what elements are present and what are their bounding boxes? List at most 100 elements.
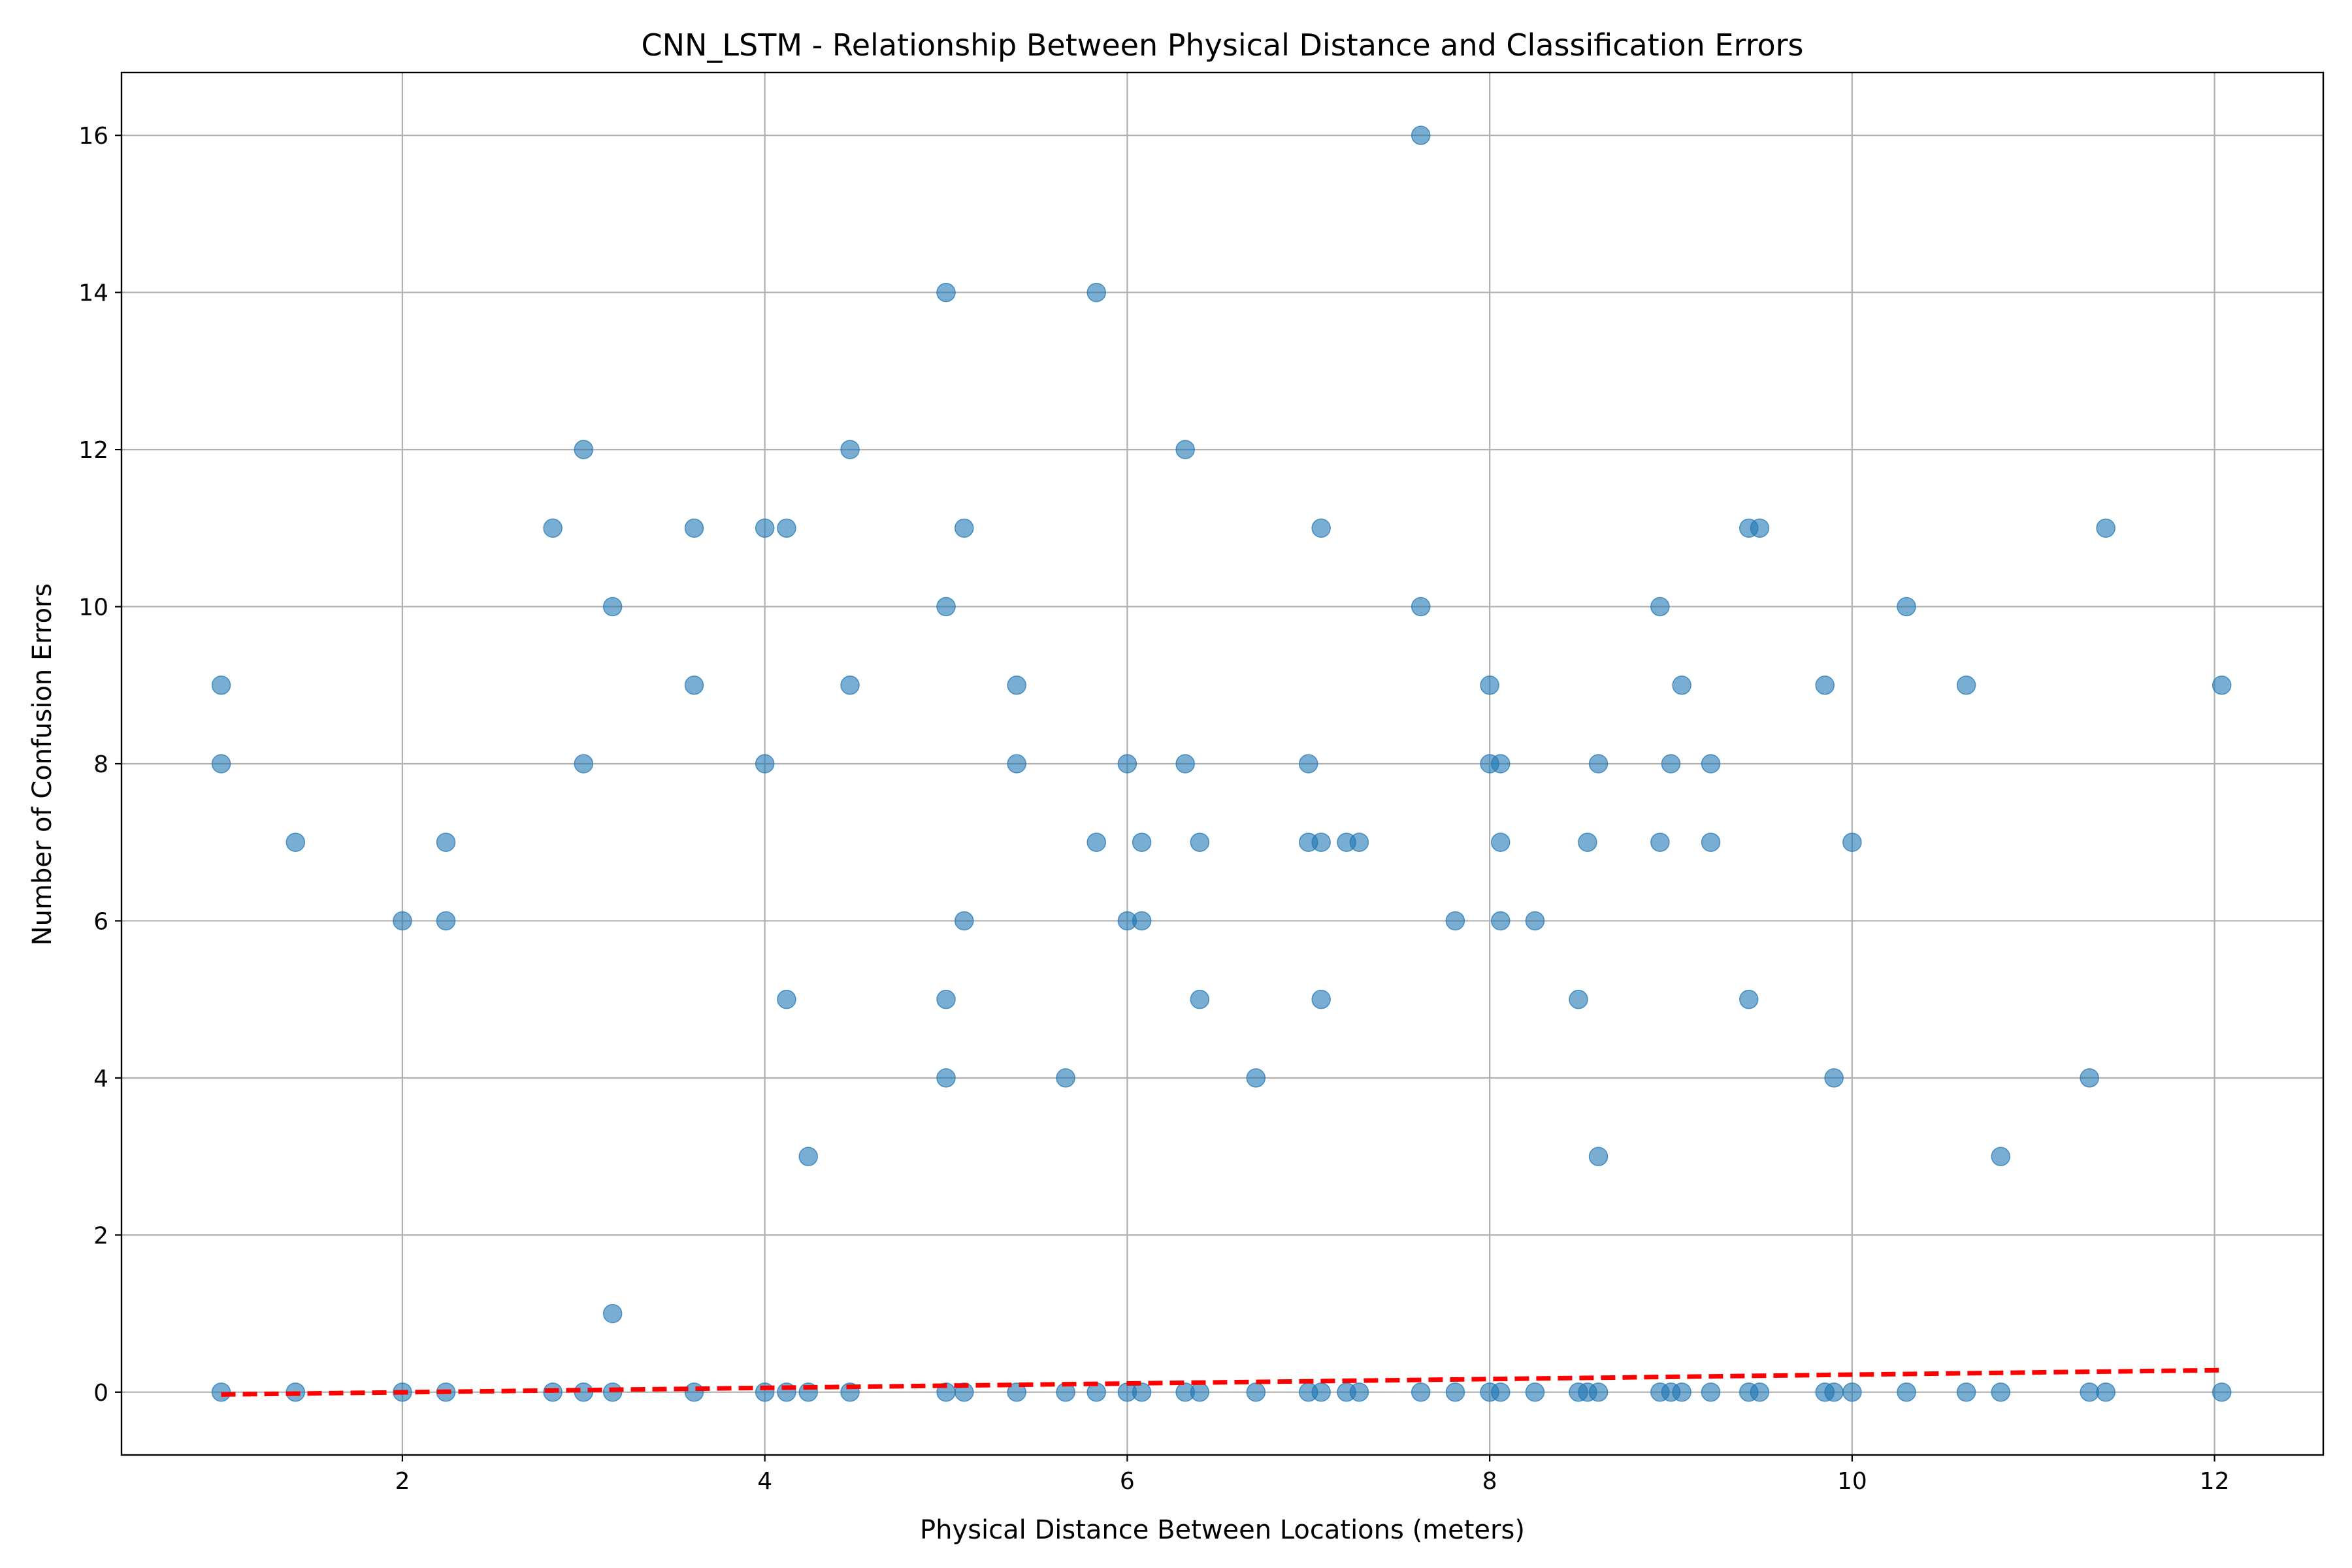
data-point <box>1311 832 1331 852</box>
data-point <box>955 911 974 931</box>
data-point <box>684 676 704 695</box>
data-point <box>211 676 231 695</box>
data-point <box>1672 676 1691 695</box>
data-point <box>1311 989 1331 1009</box>
data-point <box>1661 754 1681 774</box>
data-point <box>1750 1382 1770 1402</box>
grid-layer <box>122 73 2323 1455</box>
data-point <box>1588 1147 1609 1166</box>
data-point <box>955 518 974 538</box>
data-point <box>1007 754 1026 774</box>
data-point <box>1991 1147 2011 1166</box>
x-axis-label: Physical Distance Between Locations (met… <box>920 1515 1525 1545</box>
data-point <box>684 518 704 538</box>
data-point <box>1569 989 1588 1009</box>
data-point <box>1298 754 1318 774</box>
data-point <box>1086 282 1106 302</box>
data-point <box>1007 1382 1026 1402</box>
data-point <box>602 1382 623 1402</box>
data-point <box>1525 1382 1545 1402</box>
ticks-layer: 2 4 6 8 10 12 0 2 4 6 8 10 12 14 16 <box>78 123 2229 1495</box>
data-point <box>602 1303 623 1324</box>
data-point <box>1991 1382 2011 1402</box>
y-axis-label: Number of Confusion Errors <box>27 583 57 946</box>
data-point <box>1007 676 1026 695</box>
data-point <box>1672 1382 1691 1402</box>
data-point <box>840 676 860 695</box>
data-point <box>1956 676 1976 695</box>
data-point <box>1190 989 1210 1009</box>
data-point <box>602 596 623 617</box>
x-tick-label: 8 <box>1482 1468 1497 1495</box>
x-tick-label: 12 <box>2200 1468 2230 1495</box>
data-point <box>1175 754 1195 774</box>
data-point <box>543 518 563 538</box>
data-point <box>936 596 956 617</box>
data-point <box>1117 754 1137 774</box>
data-point <box>1956 1382 1976 1402</box>
data-point <box>211 754 231 774</box>
data-point <box>684 1382 704 1402</box>
data-point <box>1349 1382 1369 1402</box>
data-point <box>777 518 796 538</box>
data-point <box>1739 989 1759 1009</box>
data-point <box>1842 832 1862 852</box>
data-point <box>1311 1382 1331 1402</box>
trend-layer <box>221 1367 2222 1397</box>
data-point <box>840 440 860 459</box>
data-point <box>1588 1382 1609 1402</box>
data-point <box>436 911 456 931</box>
data-point <box>1491 754 1511 774</box>
data-point <box>1578 832 1597 852</box>
data-point <box>1701 832 1721 852</box>
data-point <box>1525 911 1545 931</box>
data-point <box>936 989 956 1009</box>
chart-title: CNN_LSTM - Relationship Between Physical… <box>641 27 1803 63</box>
data-point <box>1132 911 1152 931</box>
y-tick-label: 0 <box>93 1380 108 1407</box>
data-point <box>1132 832 1152 852</box>
x-tick-label: 6 <box>1120 1468 1135 1495</box>
y-tick-label: 6 <box>93 908 108 935</box>
data-point <box>2080 1382 2099 1402</box>
data-point <box>936 282 956 302</box>
y-tick-label: 10 <box>78 595 108 621</box>
data-point <box>1650 596 1670 617</box>
y-tick-label: 16 <box>78 123 108 150</box>
data-point <box>1842 1382 1862 1402</box>
data-point <box>1824 1382 1844 1402</box>
data-point <box>1897 1382 1916 1402</box>
data-point <box>1246 1068 1266 1088</box>
data-point <box>2212 1382 2232 1402</box>
plot-frame <box>120 71 2325 1456</box>
data-point <box>1824 1068 1844 1088</box>
y-tick-label: 2 <box>93 1222 108 1249</box>
data-point <box>1411 1382 1431 1402</box>
data-point <box>1750 518 1770 538</box>
data-point <box>1349 832 1369 852</box>
x-tick-label: 2 <box>395 1468 410 1495</box>
data-point <box>1445 1382 1465 1402</box>
data-point <box>1491 1382 1511 1402</box>
data-point <box>393 911 412 931</box>
data-point <box>1701 754 1721 774</box>
data-point <box>574 754 594 774</box>
data-point <box>2096 518 2115 538</box>
data-point <box>1056 1068 1075 1088</box>
data-point <box>2096 1382 2115 1402</box>
trend-line <box>221 1367 2222 1397</box>
data-point <box>1086 832 1106 852</box>
data-point <box>286 832 306 852</box>
data-point <box>1897 596 1916 617</box>
data-point <box>1132 1382 1152 1402</box>
y-tick-label: 8 <box>93 751 108 778</box>
data-point <box>1650 832 1670 852</box>
data-point <box>936 1068 956 1088</box>
data-point <box>2080 1068 2099 1088</box>
data-point <box>1480 676 1499 695</box>
data-point <box>436 832 456 852</box>
data-point <box>1411 125 1431 145</box>
data-point <box>1588 754 1609 774</box>
